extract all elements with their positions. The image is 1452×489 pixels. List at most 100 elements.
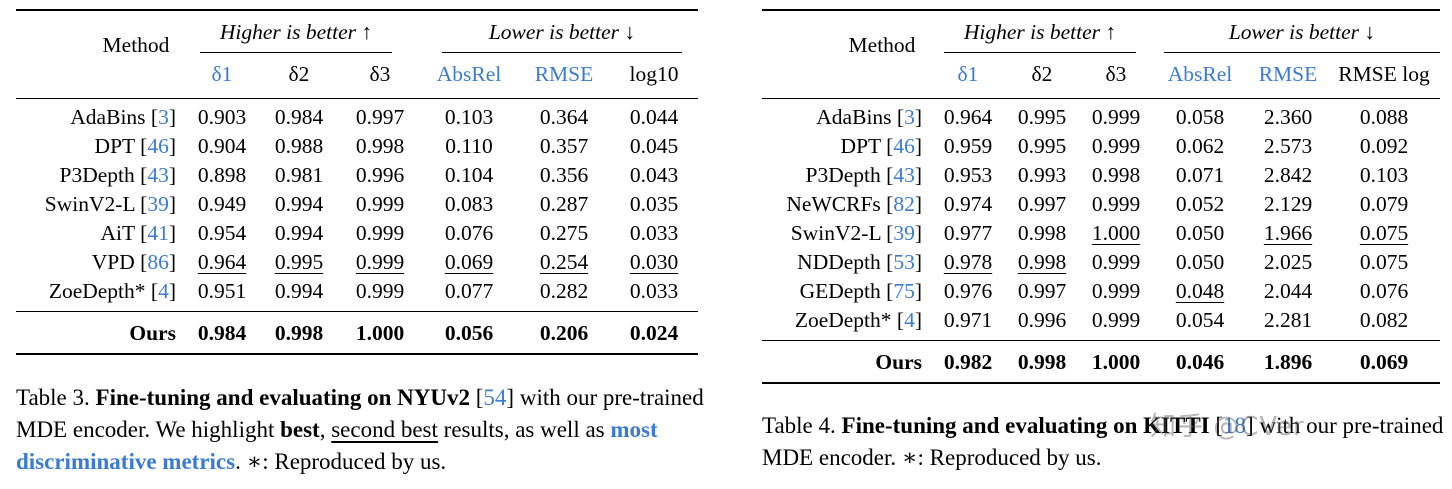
method-cell: Ours [875, 349, 922, 374]
table-4-caption: Table 4. Fine-tuning and evaluating on K… [762, 413, 1444, 470]
value-cell: 0.083 [444, 192, 494, 216]
value-cell: 0.998 [1017, 250, 1067, 274]
value-cell: 0.103 [444, 105, 494, 129]
citation-link[interactable]: 39 [893, 221, 915, 245]
value-cell: 0.999 [355, 279, 405, 303]
value-cell: 0.993 [1017, 163, 1067, 187]
citation-link[interactable]: 4 [158, 279, 169, 303]
method-cell: DPT [46] [94, 134, 176, 158]
method-header: Method [848, 33, 916, 57]
table-row: SwinV2-L [39] 0.949 0.994 0.999 0.083 0.287 0.… [16, 190, 698, 219]
higher-group-rule [200, 52, 392, 53]
value-cell: 2.573 [1263, 134, 1313, 158]
ours-table: Ours 0.982 0.998 1.000 0.046 1.896 0.069 [762, 347, 1440, 377]
value-cell: 0.035 [629, 192, 679, 216]
method-cell: SwinV2-L [39] [790, 221, 922, 245]
table-3-caption: Table 3. Fine-tuning and evaluating on N… [16, 385, 704, 474]
column-header: δ3 [1105, 62, 1127, 86]
citation-link[interactable]: 82 [893, 192, 915, 216]
table-row: DPT [46] 0.959 0.995 0.999 0.062 2.573 0.092 [762, 132, 1440, 161]
citation-link[interactable]: 41 [147, 221, 169, 245]
citation-link[interactable]: 46 [893, 134, 915, 158]
value-cell: 0.050 [1175, 250, 1225, 274]
value-cell: 0.999 [355, 250, 405, 274]
column-header: RMSE [1258, 62, 1318, 86]
method-cell: Ours [129, 320, 176, 345]
watermark: 知乎 @CVer [1150, 412, 1305, 442]
value-cell: 0.997 [1017, 279, 1067, 303]
column-header: AbsRel [436, 62, 502, 86]
value-cell: 0.998 [1017, 221, 1067, 245]
citation-link[interactable]: 46 [147, 134, 169, 158]
citation-link[interactable]: 53 [893, 250, 915, 274]
value-cell: 1.896 [1263, 349, 1313, 374]
value-cell: 0.964 [943, 105, 993, 129]
value-cell: 0.103 [1359, 163, 1409, 187]
citation-link[interactable]: 39 [147, 192, 169, 216]
value-cell: 2.025 [1263, 250, 1313, 274]
citation-link[interactable]: 86 [147, 250, 169, 274]
results-table: AdaBins [3] 0.903 0.984 0.997 0.103 0.364 0.04… [16, 103, 698, 306]
value-cell: 0.951 [197, 279, 247, 303]
table-row: NDDepth [53] 0.978 0.998 0.999 0.050 2.025 0.0… [762, 248, 1440, 277]
value-cell: 1.000 [1091, 349, 1141, 374]
value-cell: 0.977 [943, 221, 993, 245]
value-cell: 0.044 [629, 105, 679, 129]
lower-group-rule [1164, 52, 1440, 53]
citation-link[interactable]: 4 [904, 308, 915, 332]
value-cell: 0.998 [355, 134, 405, 158]
ours-rule [16, 311, 698, 312]
value-cell: 0.043 [629, 163, 679, 187]
method-cell: AiT [41] [100, 221, 176, 245]
lower-better-header: Lower is better ↓ [1228, 20, 1376, 44]
value-cell: 0.964 [197, 250, 247, 274]
table-row: VPD [86] 0.964 0.995 0.999 0.069 0.254 0.030 [16, 248, 698, 277]
bottom-rule [16, 353, 698, 355]
citation-link[interactable]: 43 [893, 163, 915, 187]
value-cell: 0.075 [1359, 221, 1409, 245]
value-cell: 0.030 [629, 250, 679, 274]
value-cell: 0.077 [444, 279, 494, 303]
value-cell: 0.898 [197, 163, 247, 187]
value-cell: 0.997 [355, 105, 405, 129]
value-cell: 0.104 [444, 163, 494, 187]
method-cell: P3Depth [43] [805, 163, 922, 187]
value-cell: 0.076 [444, 221, 494, 245]
value-cell: 0.999 [355, 221, 405, 245]
column-header: δ1 [957, 62, 979, 86]
value-cell: 0.997 [1017, 192, 1067, 216]
value-cell: 0.996 [355, 163, 405, 187]
value-cell: 0.356 [539, 163, 589, 187]
citation-link[interactable]: 3 [158, 105, 169, 129]
citation-link[interactable]: 75 [893, 279, 915, 303]
column-header: δ3 [369, 62, 391, 86]
header-rule [762, 98, 1440, 99]
value-cell: 0.959 [943, 134, 993, 158]
table-row: P3Depth [43] 0.898 0.981 0.996 0.104 0.356 0.0… [16, 161, 698, 190]
table-row: SwinV2-L [39] 0.977 0.998 1.000 0.050 1.966 0.… [762, 219, 1440, 248]
value-cell: 1.966 [1263, 221, 1313, 245]
method-cell: DPT [46] [840, 134, 922, 158]
top-rule [762, 9, 1440, 11]
value-cell: 0.045 [629, 134, 679, 158]
value-cell: 0.052 [1175, 192, 1225, 216]
value-cell: 0.998 [1017, 349, 1067, 374]
value-cell: 0.994 [274, 192, 324, 216]
method-cell: NeWCRFs [82] [786, 192, 922, 216]
column-header: δ2 [1031, 62, 1053, 86]
table-row: DPT [46] 0.904 0.988 0.998 0.110 0.357 0.045 [16, 132, 698, 161]
column-header: RMSE log [1338, 62, 1430, 86]
table-row: GEDepth [75] 0.976 0.997 0.999 0.048 2.044 0.0… [762, 277, 1440, 306]
value-cell: 0.984 [274, 105, 324, 129]
value-cell: 0.046 [1175, 349, 1225, 374]
value-cell: 0.054 [1175, 308, 1225, 332]
column-header: AbsRel [1167, 62, 1233, 86]
citation-link[interactable]: 43 [147, 163, 169, 187]
value-cell: 0.999 [1091, 250, 1141, 274]
value-cell: 2.044 [1263, 279, 1313, 303]
citation-link[interactable]: 3 [904, 105, 915, 129]
value-cell: 0.082 [1359, 308, 1409, 332]
value-cell: 0.999 [1091, 279, 1141, 303]
table-row: AdaBins [3] 0.964 0.995 0.999 0.058 2.360 0.08… [762, 103, 1440, 132]
lower-better-header: Lower is better ↓ [488, 20, 636, 44]
